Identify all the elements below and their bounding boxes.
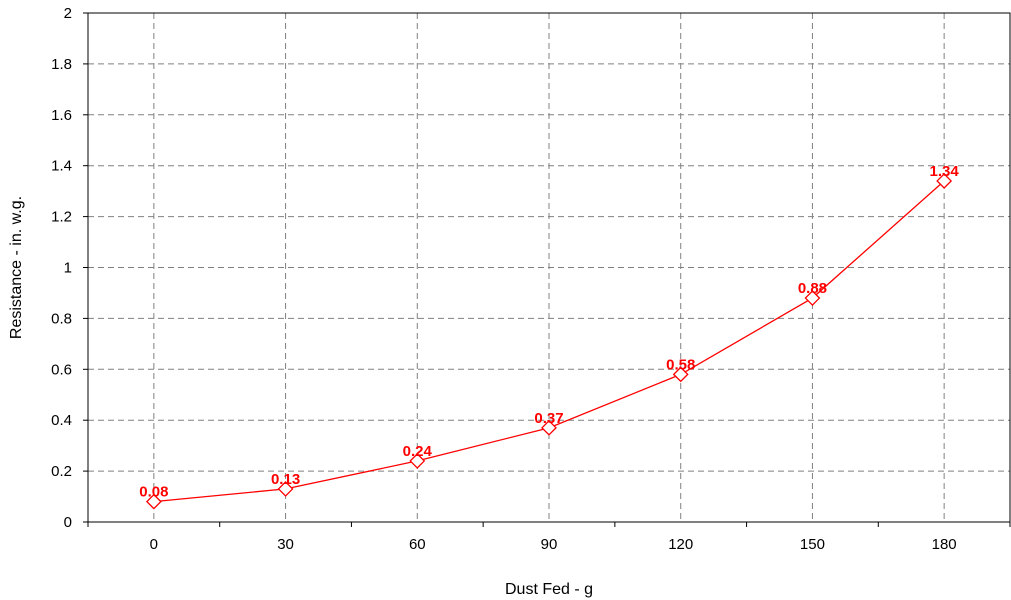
y-axis: 0 0.2 0.4 0.6 0.8 1 1.2 1.4 1.6 1.8 2	[51, 5, 88, 531]
y-tick-label: 1.4	[51, 158, 72, 175]
data-point	[277, 480, 294, 497]
x-tick-label: 150	[800, 536, 825, 553]
x-axis: 0 30 60 90 120 150 180	[87, 522, 1011, 553]
x-tick-label: 90	[541, 536, 558, 553]
y-tick-label: 2	[64, 5, 72, 22]
y-tick-label: 1.2	[51, 209, 72, 226]
y-tick-label: 0	[64, 514, 72, 531]
data-label: 0.13	[271, 471, 300, 488]
data-label: 1.34	[930, 163, 960, 180]
y-tick-label: 0.4	[51, 412, 72, 429]
x-tick-label: 180	[932, 536, 957, 553]
data-label: 0.88	[798, 280, 827, 297]
data-point	[936, 173, 953, 189]
y-tick-label: 0.8	[51, 310, 72, 327]
data-label: 0.24	[403, 443, 433, 460]
data-label: 0.37	[534, 410, 563, 427]
data-label: 0.58	[666, 356, 695, 373]
x-tick-label: 120	[668, 536, 693, 553]
data-point	[409, 453, 426, 469]
x-tick-label: 60	[409, 536, 426, 553]
y-tick-label: 0.6	[51, 361, 72, 378]
x-tick-label: 30	[277, 536, 294, 553]
grid	[88, 13, 1010, 522]
x-tick-label: 0	[150, 536, 158, 553]
y-axis-title: Resistance - in. w.g.	[8, 196, 25, 339]
y-tick-label: 0.2	[51, 463, 72, 480]
data-label: 0.08	[139, 484, 168, 501]
y-tick-label: 1.8	[51, 56, 72, 73]
x-axis-title: Dust Fed - g	[505, 581, 593, 598]
data-point	[145, 493, 162, 510]
y-tick-label: 1	[64, 260, 72, 277]
series-resistance: 0.08 0.13 0.24 0.37 0.58 0.88 1.34	[139, 163, 960, 510]
data-point	[804, 290, 821, 306]
data-point	[672, 366, 689, 383]
y-tick-label: 1.6	[51, 107, 72, 124]
data-point	[541, 419, 557, 436]
